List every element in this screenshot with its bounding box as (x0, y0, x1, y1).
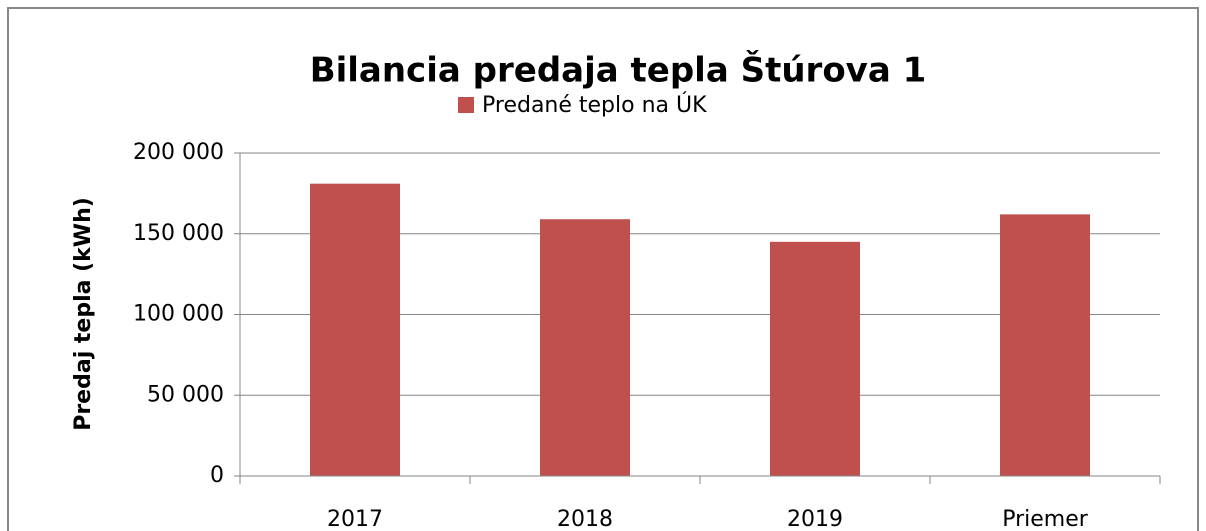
legend-label: Predané teplo na ÚK (482, 92, 707, 118)
x-tick-label: Priemer (1002, 507, 1089, 531)
y-tick-label: 100 000 (133, 302, 224, 327)
bar (540, 219, 630, 476)
x-tick-label: 2018 (557, 507, 613, 531)
y-tick-label: 0 (210, 463, 224, 488)
bar (310, 183, 400, 476)
y-tick-label: 50 000 (147, 382, 224, 407)
y-tick-label: 200 000 (133, 140, 224, 165)
y-tick-label: 150 000 (133, 221, 224, 246)
chart-title: Bilancia predaja tepla Štúrova 1 (310, 50, 927, 91)
y-axis-label: Predaj tepla (kWh) (71, 197, 96, 431)
bar (770, 241, 860, 476)
x-tick-label: 2017 (327, 507, 383, 531)
x-tick-label: 2019 (787, 507, 843, 531)
bar (1000, 214, 1090, 476)
legend-swatch (458, 97, 474, 113)
